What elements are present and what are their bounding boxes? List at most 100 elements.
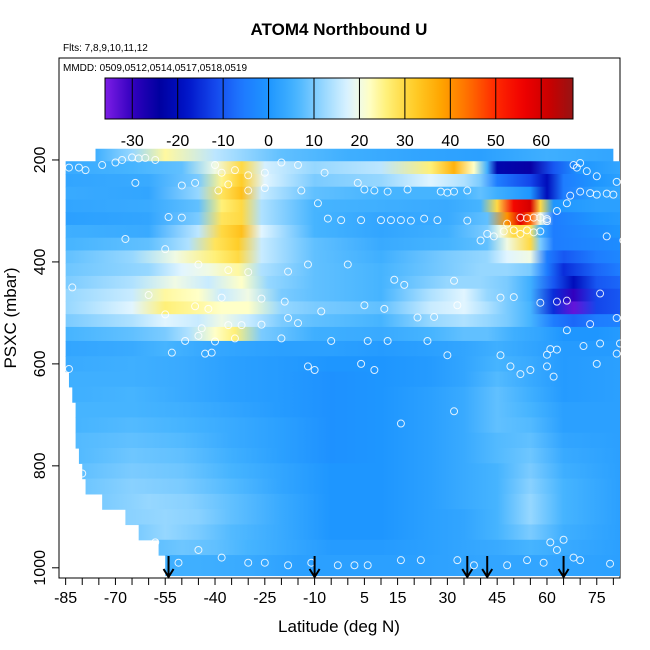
observation-point — [323, 214, 332, 223]
y-tick-label: 600 — [32, 350, 49, 377]
observation-point — [612, 314, 621, 322]
y-tick-label: 200 — [32, 147, 49, 174]
observation-point — [81, 166, 90, 175]
observation-point — [337, 216, 346, 225]
observation-point — [602, 232, 611, 241]
observation-point — [619, 236, 628, 245]
observation-point — [284, 267, 293, 276]
observation-point — [257, 294, 266, 303]
observation-point — [211, 161, 220, 170]
observation-point — [582, 167, 591, 176]
observation-point — [68, 283, 77, 292]
observation-point — [469, 561, 478, 570]
observation-point — [413, 313, 422, 322]
observation-point — [64, 163, 73, 172]
observation-point — [453, 301, 462, 310]
observation-point — [403, 185, 412, 194]
heatmap-band — [65, 301, 621, 315]
heatmap-band — [65, 224, 621, 239]
heatmap-band — [138, 524, 620, 541]
observation-point — [144, 291, 153, 300]
colorbar-gradient — [104, 77, 574, 120]
observation-point — [423, 336, 432, 345]
heatmap-band — [158, 539, 620, 556]
observation-point — [78, 469, 87, 478]
observation-point — [433, 216, 442, 225]
observation-point — [303, 260, 312, 269]
observation-point — [353, 178, 362, 187]
observation-point — [363, 561, 372, 570]
observation-point — [214, 186, 223, 195]
observation-point — [592, 190, 601, 199]
observation-point — [552, 297, 561, 306]
observation-point — [194, 331, 203, 340]
observation-point — [499, 227, 508, 236]
observation-point — [596, 339, 605, 348]
observation-point — [612, 177, 621, 186]
flight-arrow — [461, 556, 474, 579]
observation-point — [343, 260, 352, 269]
observation-point — [164, 213, 173, 222]
observation-point — [350, 561, 359, 570]
flight-arrows — [162, 556, 570, 579]
heatmap-band — [82, 463, 620, 480]
observation-point — [453, 556, 462, 565]
observation-point — [357, 216, 366, 225]
observation-point — [526, 366, 535, 374]
observation-point — [396, 419, 405, 428]
observation-point — [549, 372, 558, 381]
observation-point — [463, 186, 472, 195]
observation-point — [370, 186, 379, 195]
observation-point — [576, 187, 585, 196]
heatmap-band — [65, 288, 621, 303]
observation-point — [141, 153, 150, 162]
observation-point — [509, 293, 518, 302]
chart-title: ATOM4 Northbound U — [251, 20, 428, 39]
observation-point — [294, 319, 303, 328]
observation-point — [217, 168, 226, 177]
y-tick-label: 800 — [32, 452, 49, 479]
observation-point — [503, 219, 512, 228]
observation-point — [592, 359, 601, 368]
observation-point — [476, 236, 485, 245]
observation-point — [277, 334, 286, 343]
heatmap-band — [75, 417, 620, 434]
observation-point — [111, 158, 120, 167]
observation-point — [562, 296, 571, 305]
observation-point — [542, 215, 551, 224]
observation-point — [612, 349, 621, 358]
y-axis-label: PSXC (mbar) — [1, 267, 20, 368]
heatmap-band — [65, 263, 621, 277]
colorbar — [104, 77, 574, 120]
observation-points — [64, 153, 628, 570]
observation-point — [363, 336, 372, 345]
observation-point — [244, 268, 253, 277]
observation-point — [327, 336, 336, 345]
observation-point — [191, 178, 200, 187]
colorbar-tick-label: 20 — [351, 133, 369, 150]
observation-point — [151, 538, 160, 547]
observation-point — [257, 320, 266, 329]
observation-point — [161, 310, 170, 319]
colorbar-tick-label: 0 — [264, 133, 273, 150]
flight-arrow — [481, 556, 494, 579]
dates-caption: MMDD: 0509,0512,0514,0517,0518,0519 — [63, 63, 247, 74]
colorbar-tick-label: -30 — [121, 133, 144, 150]
observation-point — [536, 227, 545, 236]
colorbar-tick-label: -10 — [212, 133, 235, 150]
observation-point — [224, 266, 233, 275]
observation-point — [542, 350, 551, 359]
observation-point — [406, 216, 415, 225]
observation-point — [131, 178, 140, 187]
observation-point — [360, 185, 369, 194]
observation-point — [174, 558, 183, 567]
observation-point — [496, 293, 505, 302]
observation-point — [284, 314, 293, 322]
observation-point — [284, 561, 293, 570]
y-axis: 200 400 600 800 1000 — [32, 147, 59, 586]
observation-point — [357, 359, 366, 368]
heatmap-band — [85, 478, 620, 495]
y-tick-label: 1000 — [32, 550, 49, 586]
observation-point — [98, 161, 107, 170]
observation-point — [64, 364, 73, 373]
